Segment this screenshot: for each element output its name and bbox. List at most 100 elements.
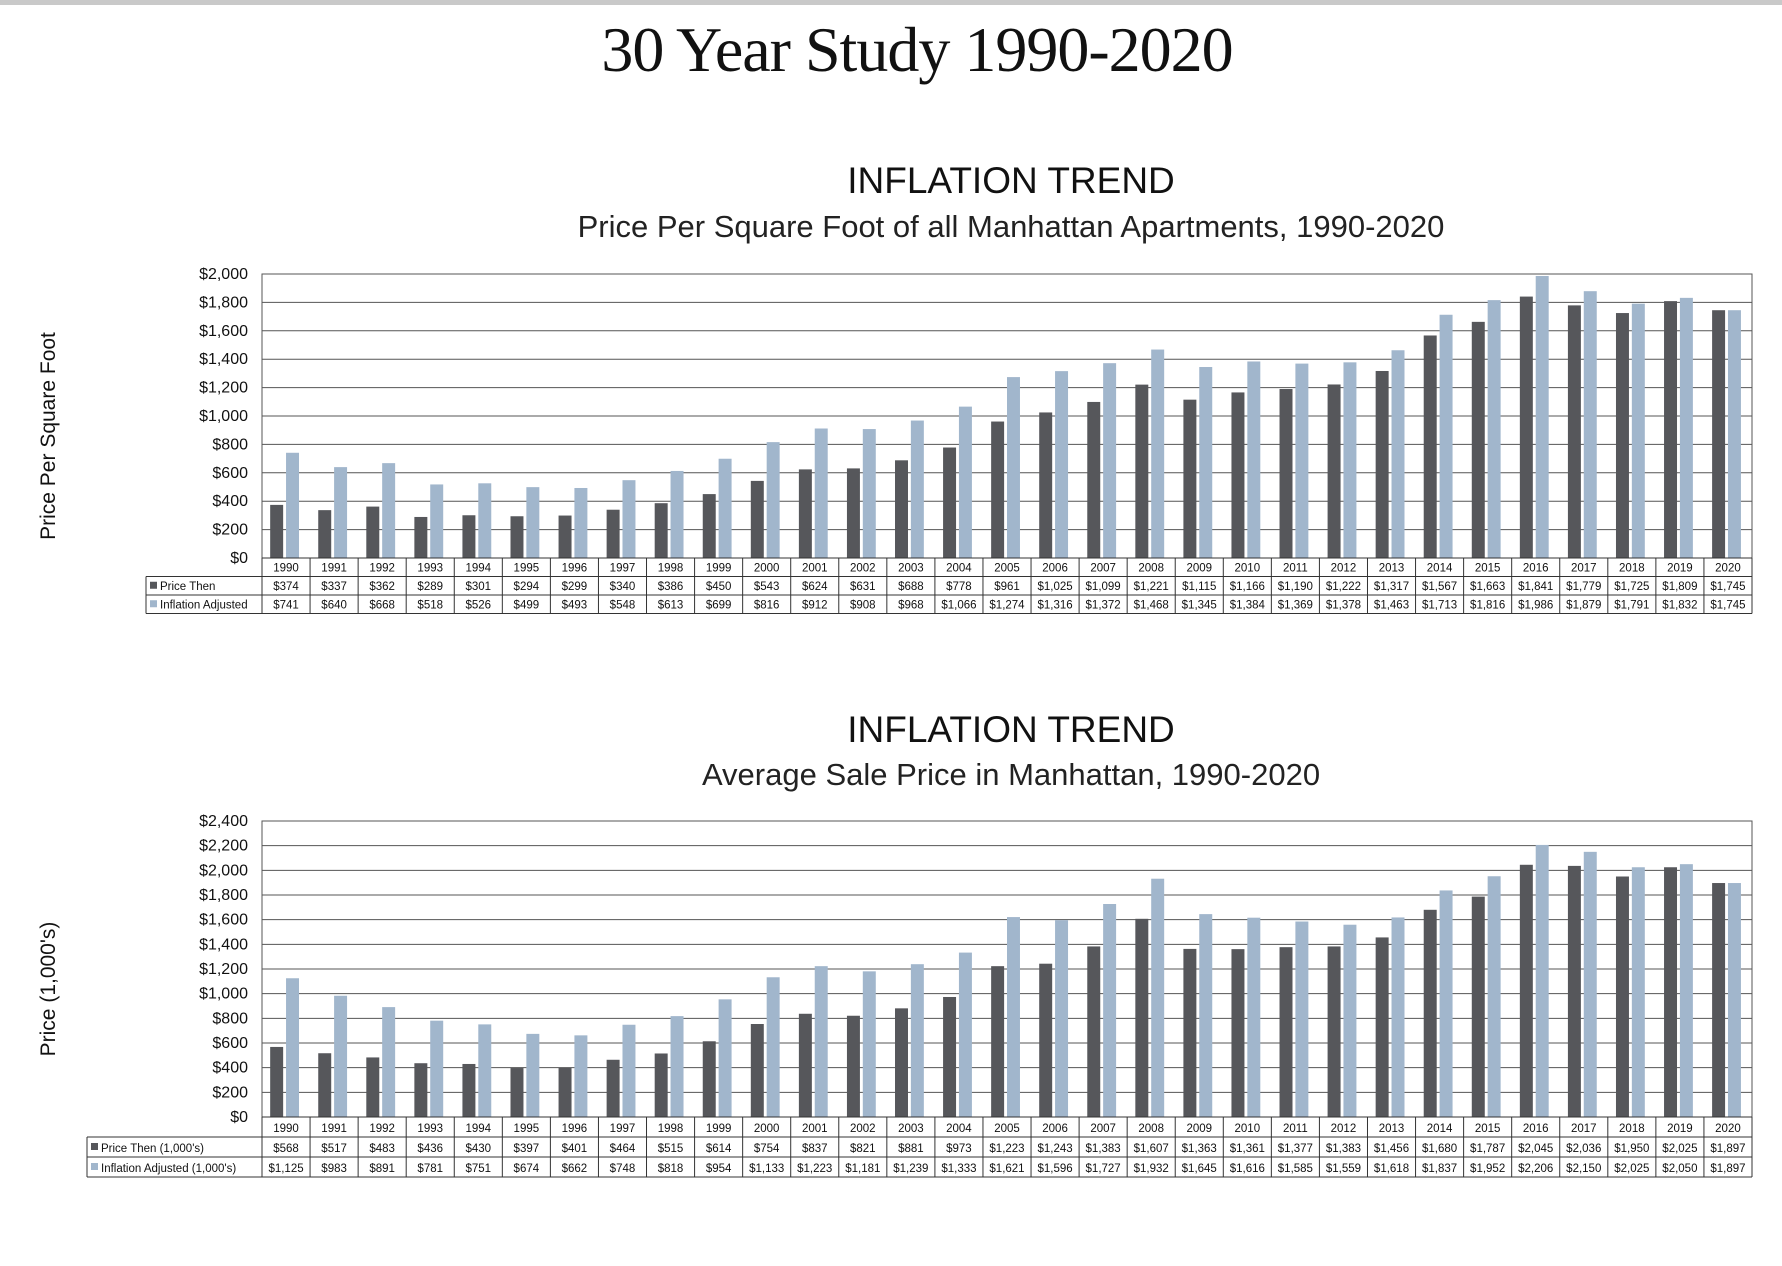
- data-label-inflation-adjusted: $1,645: [1182, 1163, 1217, 1175]
- data-label-price-then: $1,809: [1662, 581, 1697, 593]
- bar-inflation-adjusted: [622, 480, 636, 558]
- bar-inflation-adjusted: [1631, 303, 1645, 558]
- y-tick-label: $1,600: [199, 323, 248, 340]
- bar-inflation-adjusted: [334, 467, 348, 558]
- data-label-price-then: $624: [802, 581, 828, 593]
- bar-price-then: [895, 1008, 908, 1117]
- x-tick-label: 2008: [1138, 563, 1164, 575]
- bar-inflation-adjusted: [430, 484, 444, 558]
- x-tick-label: 1996: [562, 1123, 588, 1135]
- x-tick-label: 1995: [514, 563, 540, 575]
- page-title: 30 Year Study 1990-2020: [601, 14, 1233, 85]
- bar-price-then: [1183, 948, 1197, 1117]
- bar-price-then: [462, 1063, 476, 1117]
- bar-inflation-adjusted: [1343, 362, 1357, 558]
- x-tick-label: 2015: [1475, 1123, 1501, 1135]
- data-label-inflation-adjusted: $526: [465, 600, 491, 612]
- chart-title: INFLATION TREND: [847, 709, 1175, 750]
- data-label-inflation-adjusted: $1,316: [1037, 600, 1072, 612]
- data-label-inflation-adjusted: $1,837: [1422, 1163, 1457, 1175]
- data-label-price-then: $430: [465, 1143, 491, 1155]
- x-tick-label: 2007: [1090, 1123, 1116, 1135]
- data-label-inflation-adjusted: $818: [658, 1163, 684, 1175]
- bar-price-then: [1183, 399, 1197, 558]
- data-label-price-then: $973: [946, 1143, 972, 1155]
- x-tick-label: 2017: [1571, 563, 1597, 575]
- data-label-price-then: $1,745: [1710, 581, 1745, 593]
- bar-inflation-adjusted: [1199, 914, 1213, 1117]
- x-tick-label: 1999: [706, 1123, 732, 1135]
- data-label-price-then: $1,243: [1037, 1143, 1072, 1155]
- y-tick-label: $1,400: [199, 351, 248, 368]
- x-tick-label: 2017: [1571, 1123, 1597, 1135]
- data-label-price-then: $837: [802, 1143, 828, 1155]
- bar-inflation-adjusted: [382, 1007, 396, 1117]
- bar-inflation-adjusted: [1391, 350, 1405, 558]
- x-tick-label: 2010: [1235, 563, 1261, 575]
- bar-price-then: [1279, 389, 1293, 558]
- data-label-price-then: $1,166: [1230, 581, 1265, 593]
- data-label-inflation-adjusted: $816: [754, 600, 780, 612]
- bar-price-then: [606, 509, 620, 558]
- data-label-price-then: $362: [369, 581, 395, 593]
- bar-inflation-adjusted: [910, 964, 924, 1117]
- x-tick-label: 2018: [1619, 1123, 1645, 1135]
- data-label-inflation-adjusted: $912: [802, 600, 828, 612]
- bar-price-then: [1664, 867, 1678, 1117]
- bar-price-then: [1039, 412, 1053, 558]
- bar-price-then: [318, 510, 332, 558]
- bar-price-then: [366, 1057, 380, 1117]
- bar-price-then: [1567, 305, 1581, 558]
- bar-inflation-adjusted: [622, 1024, 636, 1117]
- bar-price-then: [1231, 392, 1245, 558]
- x-tick-label: 1992: [369, 1123, 395, 1135]
- bar-inflation-adjusted: [1103, 904, 1117, 1117]
- data-label-price-then: $778: [946, 581, 972, 593]
- x-tick-label: 1990: [273, 1123, 299, 1135]
- y-tick-label: $1,600: [199, 912, 248, 929]
- data-label-inflation-adjusted: $662: [562, 1163, 588, 1175]
- data-label-inflation-adjusted: $908: [850, 600, 876, 612]
- bar-price-then: [366, 506, 380, 558]
- data-label-inflation-adjusted: $493: [562, 600, 588, 612]
- chart-average-sale-price: INFLATION TREND Average Sale Price in Man…: [37, 709, 1753, 1178]
- bar-price-then: [798, 469, 812, 558]
- data-label-inflation-adjusted: $613: [658, 600, 684, 612]
- bar-price-then: [702, 494, 716, 558]
- y-tick-label: $400: [212, 1060, 248, 1077]
- data-label-inflation-adjusted: $781: [417, 1163, 443, 1175]
- bar-price-then: [654, 1053, 668, 1117]
- data-label-inflation-adjusted: $674: [514, 1163, 540, 1175]
- x-tick-label: 2000: [754, 563, 780, 575]
- x-tick-label: 1990: [273, 563, 299, 575]
- x-tick-label: 1996: [562, 563, 588, 575]
- x-tick-label: 2015: [1475, 563, 1501, 575]
- data-label-inflation-adjusted: $1,372: [1086, 600, 1121, 612]
- y-tick-label: $0: [230, 550, 248, 567]
- bar-inflation-adjusted: [1439, 314, 1453, 558]
- y-tick-label: $2,000: [199, 266, 248, 283]
- x-tick-label: 2003: [898, 563, 924, 575]
- bar-price-then: [702, 1041, 716, 1117]
- bar-price-then: [606, 1059, 620, 1117]
- bar-price-then: [1087, 946, 1101, 1117]
- bar-price-then: [414, 1063, 428, 1117]
- bar-inflation-adjusted: [670, 470, 684, 558]
- x-tick-label: 2006: [1042, 563, 1068, 575]
- bar-price-then: [1231, 949, 1245, 1117]
- bar-inflation-adjusted: [958, 952, 972, 1117]
- data-label-inflation-adjusted: $1,066: [941, 600, 976, 612]
- x-tick-label: 1992: [369, 563, 395, 575]
- bar-inflation-adjusted: [1391, 917, 1405, 1117]
- bar-inflation-adjusted: [526, 487, 540, 558]
- data-label-inflation-adjusted: $1,832: [1662, 600, 1697, 612]
- chart-price-per-square-foot: INFLATION TREND Price Per Square Foot of …: [37, 160, 1753, 614]
- bar-inflation-adjusted: [718, 458, 732, 558]
- bar-price-then: [318, 1053, 332, 1117]
- bar-inflation-adjusted: [1295, 363, 1309, 558]
- bar-price-then: [1712, 883, 1726, 1117]
- data-label-price-then: $397: [514, 1143, 540, 1155]
- data-label-inflation-adjusted: $1,384: [1230, 600, 1266, 612]
- data-label-price-then: $1,190: [1278, 581, 1313, 593]
- data-label-price-then: $436: [417, 1143, 443, 1155]
